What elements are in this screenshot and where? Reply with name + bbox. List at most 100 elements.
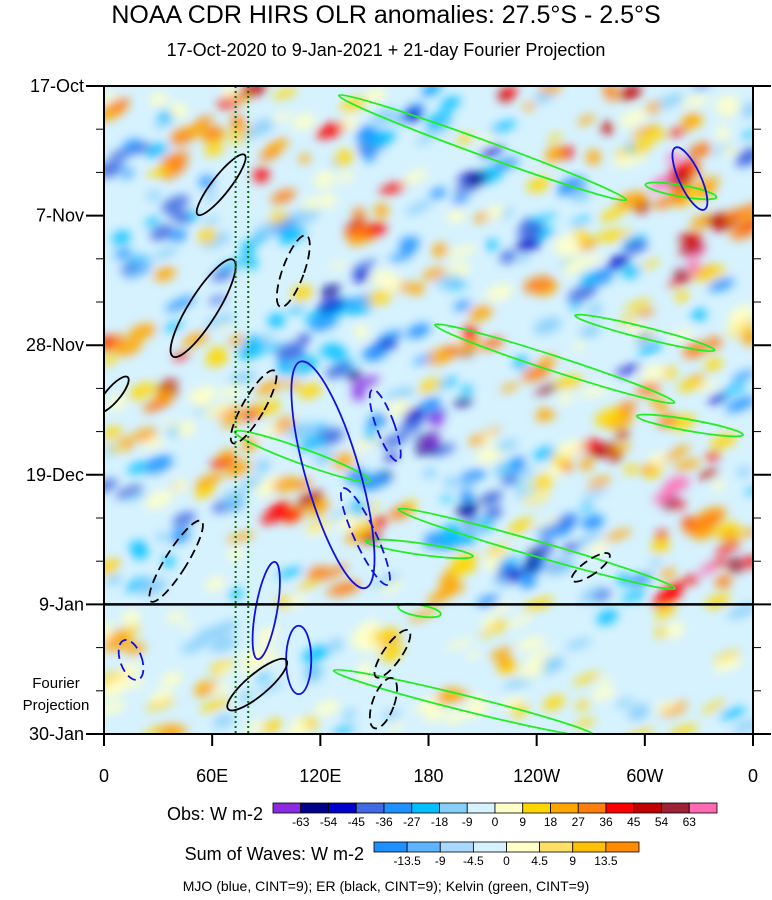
anomaly-patch: [714, 574, 732, 589]
anomaly-patch: [532, 474, 554, 491]
anomaly-patch: [677, 378, 706, 392]
anomaly-patch: [605, 86, 619, 102]
anomaly-patch: [446, 245, 477, 258]
anomaly-patch: [484, 556, 500, 571]
anomaly-patch: [725, 396, 753, 413]
anomaly-patch: [239, 476, 265, 490]
anomaly-patch: [114, 248, 133, 259]
anomaly-patch: [526, 177, 551, 193]
anomaly-patch: [240, 648, 267, 663]
anomaly-patch: [514, 486, 543, 500]
anomaly-patch: [616, 154, 647, 167]
anomaly-patch: [740, 212, 753, 222]
anomaly-patch: [573, 341, 586, 351]
anomaly-patch: [208, 314, 236, 327]
anomaly-patch: [565, 638, 592, 650]
anomaly-patch: [444, 638, 474, 650]
anomaly-patch: [209, 636, 238, 652]
er-contour: [148, 519, 204, 603]
anomaly-patch: [459, 339, 481, 353]
anomaly-patch: [523, 276, 554, 293]
anomaly-patch: [497, 562, 515, 573]
anomaly-patch: [342, 709, 356, 720]
anomaly-patch: [381, 275, 402, 292]
colorbar-tick-label: 9: [519, 815, 526, 829]
anomaly-patch: [204, 576, 225, 592]
anomaly-patch: [667, 329, 695, 341]
anomaly-patch: [674, 268, 688, 283]
er-contour: [195, 153, 247, 217]
anomaly-patch: [510, 457, 525, 473]
mjo-contour: [251, 560, 281, 661]
anomaly-patch: [180, 638, 209, 653]
anomaly-patch: [438, 532, 463, 546]
anomaly-patch: [698, 469, 719, 480]
colorbar-swatch: [605, 841, 640, 853]
anomaly-patch: [707, 393, 728, 404]
anomaly-patch: [127, 382, 156, 400]
anomaly-patch: [453, 300, 472, 311]
anomaly-patch: [601, 121, 615, 135]
anomaly-patch: [417, 377, 443, 394]
anomaly-patch: [562, 257, 589, 275]
colorbar-swatch: [494, 802, 524, 814]
anomaly-patch: [432, 243, 449, 258]
anomaly-patch: [362, 344, 388, 362]
anomaly-patch: [176, 420, 196, 437]
anomaly-patch: [104, 638, 134, 652]
colorbar-swatch: [522, 802, 551, 814]
anomaly-patch: [173, 479, 187, 492]
anomaly-patch: [150, 224, 174, 241]
colorbar-swatch: [411, 802, 440, 814]
anomaly-patch: [606, 254, 630, 270]
anomaly-patch: [104, 687, 125, 699]
anomaly-patch: [681, 112, 702, 128]
anomaly-patch: [460, 532, 476, 547]
colorbar-tick-label: 18: [544, 815, 558, 829]
x-tick-label: 0: [99, 766, 109, 786]
anomaly-patch: [624, 240, 648, 254]
anomaly-patch: [287, 423, 306, 439]
colorbar-tick-label: -63: [292, 815, 310, 829]
anomaly-patch: [329, 260, 348, 271]
anomaly-patch: [581, 514, 605, 531]
colorbar-tick-label: -9: [435, 854, 446, 868]
anomaly-patch: [552, 233, 581, 248]
anomaly-patch: [119, 662, 141, 677]
colorbar-swatch: [355, 802, 385, 814]
anomaly-patch: [675, 291, 689, 303]
anomaly-patch: [440, 495, 453, 503]
chart-title: NOAA CDR HIRS OLR anomalies: 27.5°S - 2.…: [111, 1, 661, 29]
anomaly-patch: [520, 490, 551, 502]
anomaly-patch: [104, 161, 122, 178]
anomaly-patch: [742, 555, 753, 568]
anomaly-patch: [346, 303, 373, 316]
anomaly-patch: [276, 567, 304, 579]
anomaly-patch: [172, 511, 196, 527]
anomaly-patch: [331, 509, 354, 522]
anomaly-patch: [366, 413, 388, 429]
colorbar-swatch: [439, 841, 474, 853]
anomaly-patch: [116, 485, 143, 499]
anomaly-patch: [615, 698, 634, 708]
colorbar-tick-label: 0: [503, 854, 510, 868]
anomaly-patch: [229, 588, 244, 600]
reference-lines: [234, 86, 250, 734]
anomaly-patch: [627, 703, 650, 721]
anomaly-patch: [316, 297, 345, 314]
anomaly-patch: [260, 343, 283, 353]
anomaly-patch: [701, 700, 727, 714]
anomaly-patch: [474, 446, 504, 464]
anomaly-patch: [526, 649, 556, 664]
anomaly-patch: [636, 308, 655, 317]
anomaly-patch: [165, 610, 186, 623]
er-contour: [275, 234, 311, 308]
anomaly-patch: [727, 604, 753, 619]
chart-subtitle: 17-Oct-2020 to 9-Jan-2021 + 21-day Fouri…: [166, 40, 606, 60]
kelvin-contour: [332, 668, 597, 734]
anomaly-patch: [534, 383, 562, 396]
anomaly-patch: [507, 517, 535, 534]
anomaly-patch: [599, 206, 626, 222]
anomaly-patch: [569, 216, 592, 227]
y-tick-label: 7-Nov: [36, 206, 84, 226]
